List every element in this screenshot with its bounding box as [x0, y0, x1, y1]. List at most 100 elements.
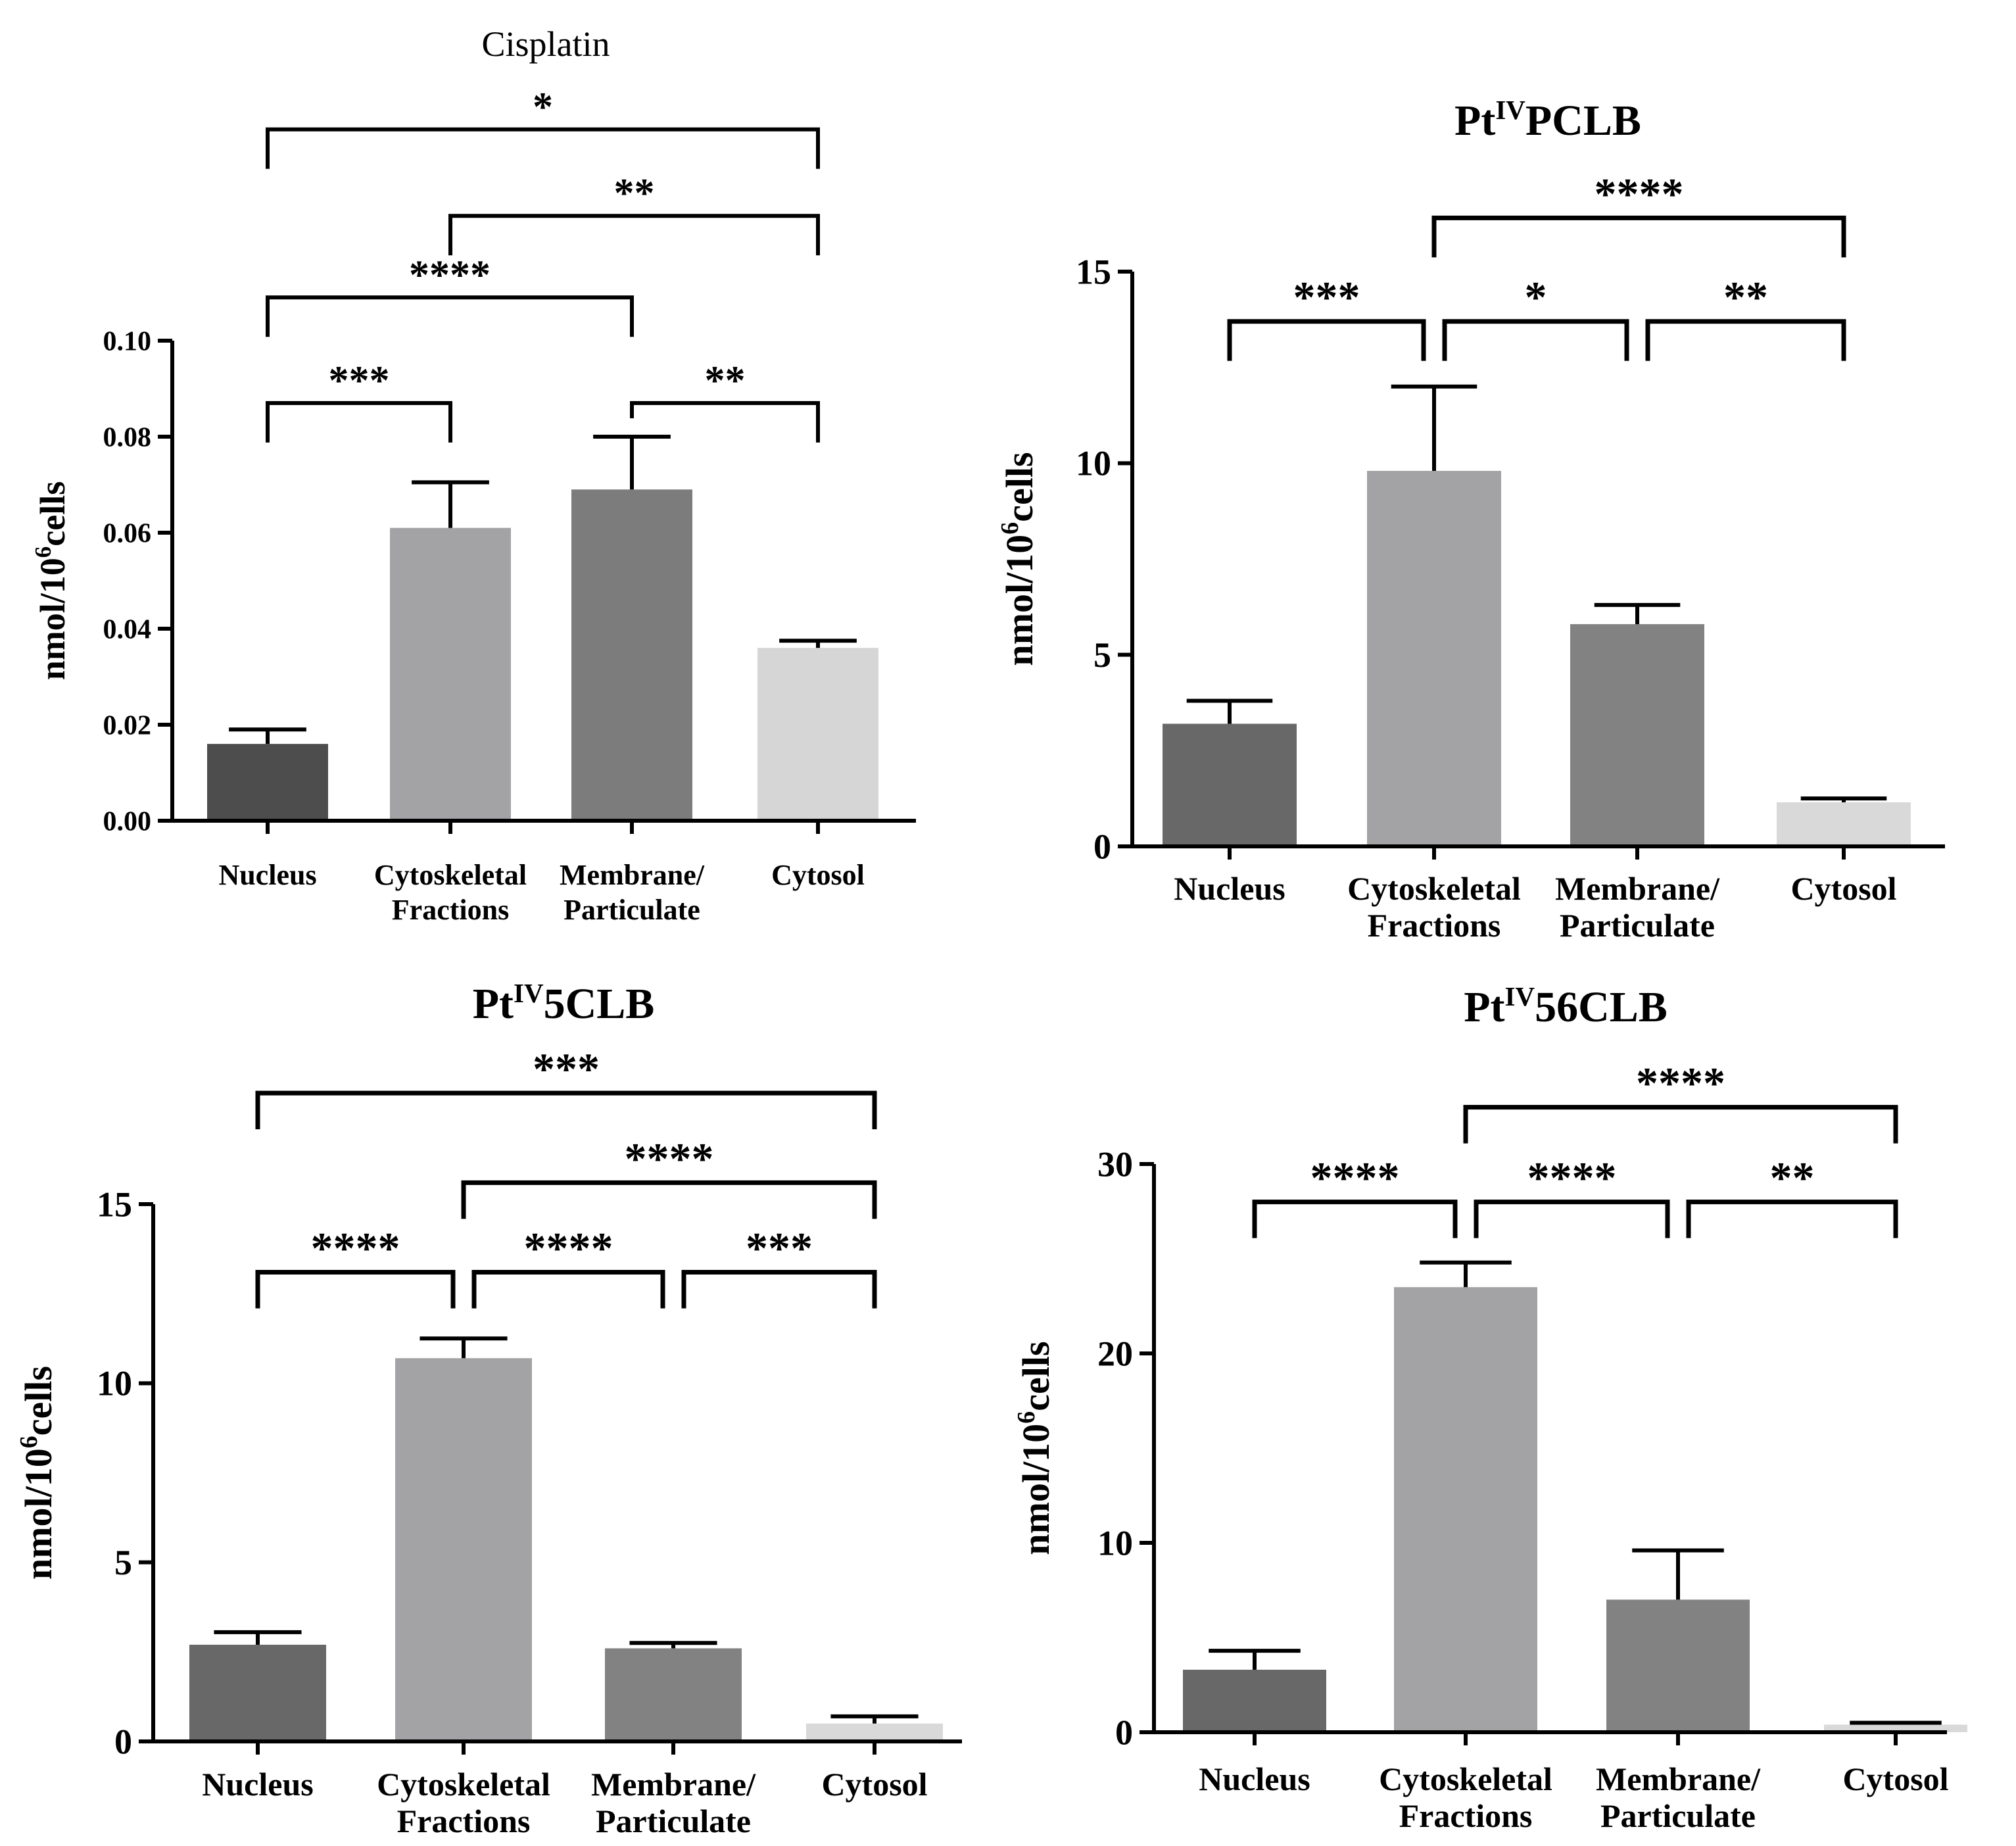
significance-label: ***: [746, 1223, 813, 1273]
bar-4: [806, 1723, 943, 1741]
x-tick-label: Cytoskeletal: [1379, 1761, 1552, 1797]
chart-panel-1: Cisplatin nmol/106cells 0.00 0.02 0.04 0.06 0.…: [30, 24, 916, 926]
y-tick-label: 0: [1115, 1712, 1133, 1752]
bar-3: [571, 489, 692, 821]
x-tick-label: Cytoskeletal: [1347, 870, 1521, 907]
y-tick-label: 10: [1097, 1523, 1133, 1563]
significance-label: *: [1525, 272, 1547, 322]
error-bar-4: [830, 1714, 919, 1724]
y-tick-label: 20: [1097, 1334, 1133, 1373]
error-bar-1: [1209, 1649, 1301, 1670]
axes: [151, 1204, 962, 1743]
y-axis-label: nmol/106cells: [30, 481, 72, 681]
bar-1: [1183, 1669, 1326, 1732]
axes: [170, 341, 916, 823]
significance-bracket: [1431, 215, 1846, 258]
x-tick-label-line2: Particulate: [596, 1803, 751, 1839]
chart-panel-2: PtIVPCLB nmol/106cells 0 5 10 15 Nucleus Cytosk…: [996, 95, 1945, 944]
x-tick-label-line2: Fractions: [1368, 907, 1501, 944]
chart-title: PtIV5CLB: [473, 978, 655, 1028]
x-tick-label-line2: Fractions: [397, 1803, 531, 1839]
y-tick-label: 0.06: [103, 518, 152, 548]
x-tick-label-line2: Fractions: [1399, 1797, 1533, 1834]
significance-bracket: [266, 401, 452, 443]
y-tick-label: 0.04: [103, 614, 152, 644]
x-tick-label: Cytoskeletal: [374, 859, 527, 891]
bar-2: [390, 527, 511, 821]
bar-4: [1777, 802, 1911, 846]
bar-3: [1606, 1599, 1750, 1732]
chart-title: Cisplatin: [481, 24, 610, 64]
x-tick-label: Cytosol: [771, 859, 865, 891]
error-bar-2: [412, 480, 489, 528]
y-tick-label: 0: [1093, 827, 1111, 866]
significance-bracket: [681, 1269, 877, 1309]
x-tick-label: Cytosol: [821, 1766, 927, 1803]
significance-label: **: [1723, 272, 1768, 322]
y-tick-label: 30: [1097, 1144, 1133, 1184]
significance-label: ***: [329, 358, 390, 403]
significance-label: ****: [524, 1223, 613, 1273]
y-tick-label: 5: [114, 1543, 132, 1582]
error-bar-1: [1186, 698, 1273, 724]
significance-bracket: [630, 401, 820, 443]
error-bar-4: [1800, 796, 1887, 802]
significance-label: *: [533, 85, 553, 130]
error-bar-1: [229, 727, 306, 744]
significance-label: ****: [1636, 1058, 1725, 1108]
x-tick-label: Cytosol: [1790, 870, 1896, 907]
x-tick-label: Membrane/: [560, 859, 705, 891]
significance-label: **: [705, 358, 746, 403]
y-tick-label: 0: [114, 1722, 132, 1761]
significance-label: ****: [1527, 1153, 1617, 1203]
significance-bracket: [1463, 1105, 1898, 1144]
x-tick-label: Cytosol: [1842, 1761, 1948, 1797]
x-tick-label: Cytoskeletal: [377, 1766, 550, 1803]
chart-panel-3: PtIV5CLB nmol/106cells 0 5 10 15 Nucleus Cytosk…: [15, 978, 962, 1839]
bar-4: [1824, 1724, 1967, 1732]
error-bar-4: [1850, 1720, 1942, 1725]
significance-label: ****: [625, 1133, 714, 1183]
y-axis-label: nmol/106cells: [1013, 1341, 1057, 1555]
bar-2: [395, 1358, 532, 1741]
y-tick-label: 0.02: [103, 710, 152, 741]
significance-label: ***: [1293, 272, 1360, 322]
significance-label: ****: [1595, 168, 1684, 218]
error-bar-3: [593, 435, 671, 490]
significance-bracket: [1227, 319, 1426, 361]
y-tick-label: 15: [97, 1184, 132, 1224]
bar-3: [605, 1648, 742, 1741]
significance-bracket: [471, 1269, 665, 1309]
y-axis-label: nmol/106cells: [15, 1366, 60, 1580]
error-bar-2: [1391, 384, 1477, 471]
axes: [1152, 1164, 1947, 1734]
bar-1: [189, 1644, 326, 1741]
significance-label: **: [614, 171, 655, 216]
error-bar-4: [779, 639, 857, 648]
significance-label: ***: [533, 1044, 600, 1094]
significance-bracket: [1474, 1200, 1670, 1238]
y-tick-label: 0.10: [103, 326, 152, 356]
significance-label: ****: [1310, 1153, 1400, 1203]
x-tick-label: Nucleus: [1199, 1761, 1310, 1797]
y-tick-label: 15: [1076, 252, 1111, 291]
x-tick-label: Nucleus: [1174, 870, 1285, 907]
bar-1: [207, 744, 328, 821]
significance-label: ****: [311, 1223, 400, 1273]
bar-4: [757, 648, 878, 821]
significance-label: ****: [409, 253, 491, 297]
y-axis-label: nmol/106cells: [996, 452, 1041, 666]
significance-bracket: [1442, 319, 1629, 361]
bar-2: [1394, 1287, 1537, 1732]
chart-title: PtIV56CLB: [1464, 981, 1668, 1031]
x-tick-label-line2: Particulate: [1560, 907, 1715, 944]
significance-bracket: [461, 1180, 877, 1219]
significance-bracket: [448, 214, 820, 256]
significance-bracket: [255, 1269, 456, 1309]
significance-bracket: [266, 295, 634, 337]
x-tick-label: Membrane/: [1555, 870, 1720, 907]
y-tick-label: 10: [1076, 444, 1111, 483]
error-bar-1: [214, 1630, 302, 1645]
error-bar-3: [629, 1641, 717, 1649]
